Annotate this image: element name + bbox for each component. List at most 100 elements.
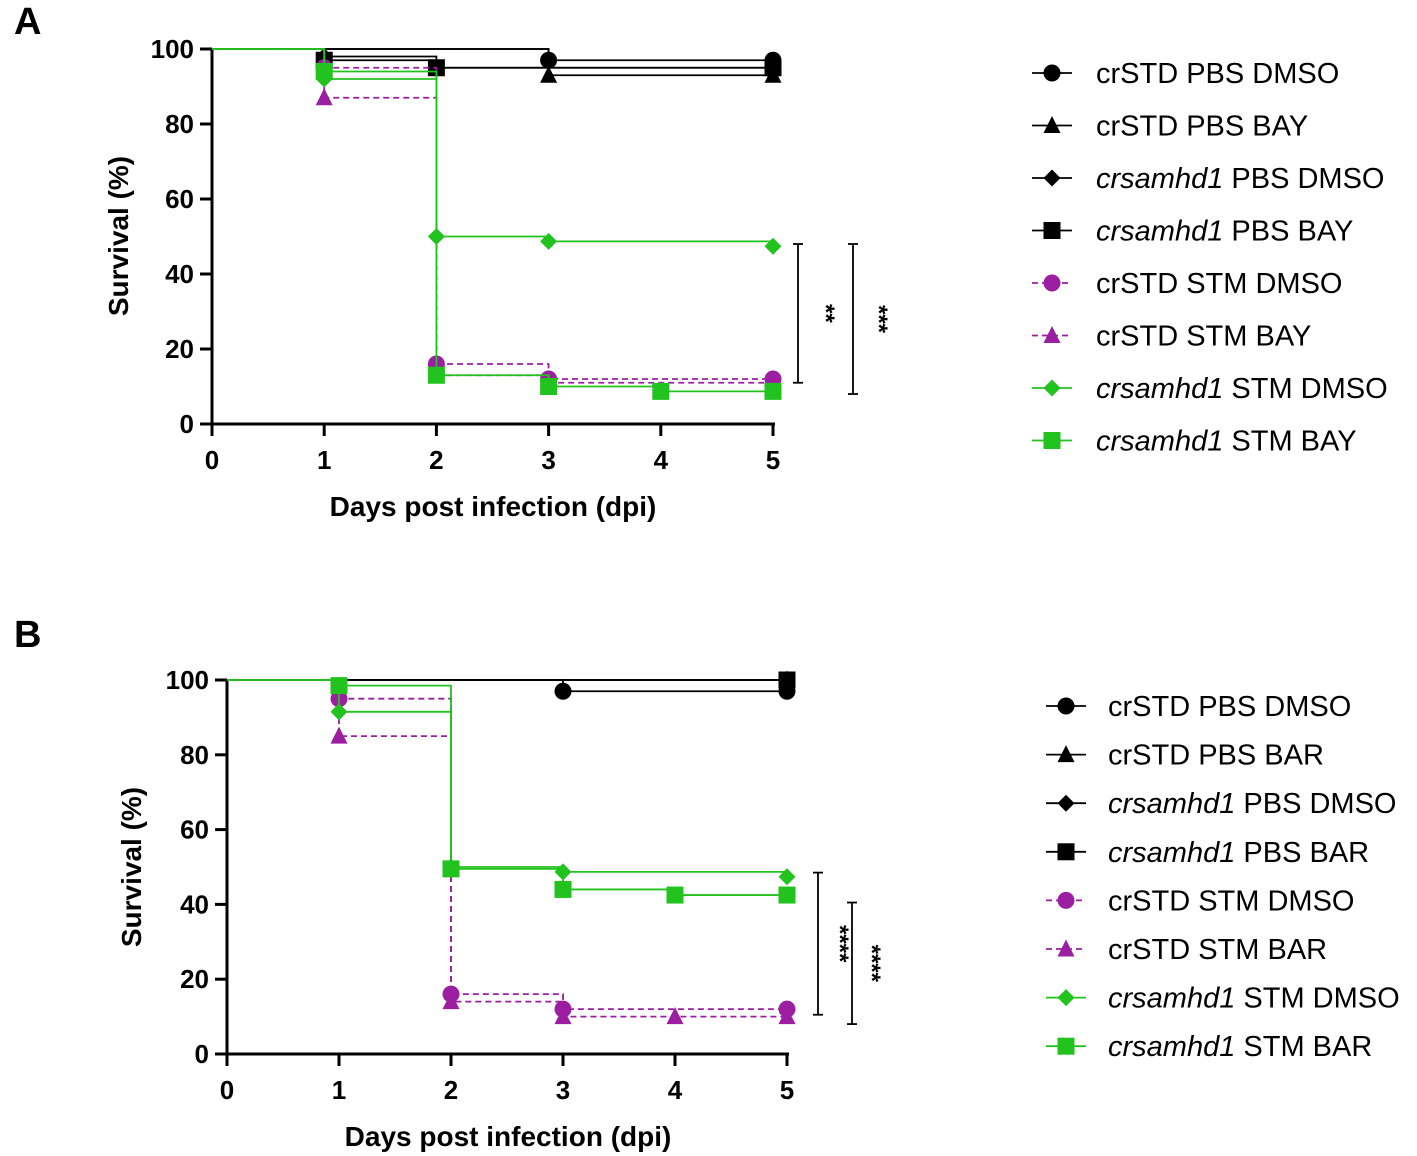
legend-label-rest: STM BAY: [1223, 426, 1356, 458]
data-point-square: [666, 886, 684, 904]
survival-step-line: [212, 48, 773, 62]
legend-label: crSTD PBS BAR: [1108, 740, 1324, 772]
survival-step-line: [227, 679, 787, 896]
data-point-square: [540, 378, 558, 395]
legend-label-italic: crsamhd1: [1108, 1031, 1235, 1063]
legend-label: crSTD PBS BAY: [1096, 111, 1308, 143]
data-point-triangle: [442, 992, 460, 1010]
legend-label: crsamhd1 STM DMSO: [1096, 373, 1388, 405]
legend-item: crSTD PBS DMSO: [1046, 691, 1351, 723]
significance-stars: ***: [865, 305, 892, 334]
data-point-diamond: [778, 868, 796, 886]
chart-panel-b: B 0 20 40 60 80 100 0 1 2 3 4 5 Days post infection (…: [14, 614, 1400, 1152]
legend-label: crSTD STM BAY: [1096, 321, 1311, 353]
legend-label-rest: PBS BAR: [1235, 837, 1369, 869]
legend-label: crSTD STM BAR: [1108, 934, 1327, 966]
legend-label-italic: crsamhd1: [1096, 373, 1223, 405]
data-point-triangle: [666, 1007, 684, 1025]
legend-item: crsamhd1 STM DMSO: [1046, 983, 1400, 1015]
data-point-square: [652, 382, 670, 400]
legend-marker-diamond: [1057, 989, 1075, 1007]
legend-marker-circle: [1057, 891, 1075, 909]
significance-bracket: **: [793, 243, 839, 384]
legend-label-italic: crsamhd1: [1108, 837, 1235, 869]
legend-label: crsamhd1 STM BAY: [1096, 426, 1357, 458]
y-axis-title: Survival (%): [116, 787, 147, 947]
legend-marker-circle: [1043, 64, 1061, 82]
survival-step-line: [212, 48, 773, 69]
legend-label: crsamhd1 PBS DMSO: [1108, 788, 1396, 820]
legend-item: crsamhd1 STM BAY: [1032, 426, 1357, 458]
series-crstd-stm-bar: [227, 679, 796, 1025]
survival-step-line: [212, 48, 773, 380]
x-tick-label: 4: [668, 1075, 683, 1105]
survival-step-line: [227, 679, 788, 877]
data-point-triangle: [315, 88, 333, 106]
legend-item: crSTD STM BAR: [1046, 934, 1327, 966]
y-tick-label: 100: [166, 665, 209, 695]
survival-step-line: [227, 679, 787, 693]
survival-step-line: [227, 679, 787, 1011]
x-tick-label: 3: [541, 445, 555, 475]
data-point-circle: [554, 682, 572, 700]
x-axis-title: Days post infection (dpi): [330, 491, 657, 522]
legend: crSTD PBS DMSO crSTD PBS BAY crsamhd1 PBS …: [1032, 58, 1388, 458]
x-tick-label: 1: [332, 1075, 346, 1105]
series-crsamhd1-pbs-dmso: [212, 48, 782, 77]
legend-label-rest: crSTD STM BAY: [1096, 321, 1311, 353]
data-point-diamond: [540, 232, 558, 250]
data-point-square: [330, 677, 348, 695]
legend-marker-diamond: [1043, 379, 1061, 397]
legend-marker-diamond: [1043, 169, 1061, 187]
x-tick-label: 4: [654, 445, 669, 475]
legend-marker-triangle: [1057, 939, 1075, 957]
series-crstd-stm-bay: [212, 48, 782, 391]
x-tick-label: 5: [780, 1075, 794, 1105]
data-point-square: [778, 671, 796, 689]
significance-stars: ****: [826, 925, 853, 963]
legend-item: crSTD PBS BAR: [1046, 740, 1324, 772]
legend-label-italic: crsamhd1: [1096, 216, 1223, 248]
x-tick-label: 0: [205, 445, 219, 475]
x-tick-label: 2: [444, 1075, 458, 1105]
data-point-triangle: [330, 726, 348, 744]
legend-item: crSTD STM BAY: [1032, 321, 1311, 353]
legend-marker-triangle: [1043, 326, 1061, 343]
x-axis-title: Days post infection (dpi): [345, 1121, 672, 1152]
significance-stars: **: [812, 304, 839, 323]
data-point-triangle: [778, 1007, 796, 1025]
legend-marker-square: [1057, 843, 1075, 861]
series-crsamhd1-stm-dmso: [227, 679, 796, 886]
y-tick-label: 80: [165, 109, 194, 139]
legend-marker-square: [1043, 222, 1061, 239]
legend-label-rest: PBS DMSO: [1235, 788, 1396, 820]
data-point-square: [764, 382, 782, 400]
legend-item: crSTD PBS BAY: [1032, 111, 1308, 143]
legend-item: crsamhd1 STM DMSO: [1032, 373, 1388, 405]
y-tick-label: 0: [180, 409, 194, 439]
data-point-triangle: [540, 65, 558, 83]
legend-label: crsamhd1 PBS BAR: [1108, 837, 1369, 869]
legend-item: crSTD PBS DMSO: [1032, 58, 1339, 90]
legend-item: crsamhd1 PBS BAY: [1032, 216, 1353, 248]
data-point-square: [427, 366, 445, 384]
series-crsamhd1-stm-bay: [212, 48, 782, 400]
legend-label-rest: crSTD PBS BAR: [1108, 740, 1324, 772]
legend-label: crsamhd1 PBS DMSO: [1096, 163, 1384, 195]
legend-label-rest: STM DMSO: [1223, 373, 1387, 405]
x-tick-label: 0: [220, 1075, 234, 1105]
chart-panel-a: A 0 20 40 60 80 100 0 1 2 3 4 5 Days post infection (…: [14, 1, 1388, 522]
x-tick-label: 5: [766, 445, 780, 475]
y-tick-label: 40: [180, 889, 209, 919]
data-point-triangle: [554, 1007, 572, 1025]
series-crsamhd1-stm-bar: [227, 677, 796, 904]
data-point-square: [764, 59, 782, 77]
legend-label-italic: crsamhd1: [1108, 983, 1235, 1015]
legend-label-italic: crsamhd1: [1108, 788, 1235, 820]
legend-label-rest: crSTD PBS DMSO: [1096, 58, 1339, 90]
legend-label-rest: crSTD PBS DMSO: [1108, 691, 1351, 723]
y-tick-label: 60: [165, 184, 194, 214]
y-tick-label: 40: [165, 259, 194, 289]
significance-bracket: ****: [847, 901, 885, 1025]
